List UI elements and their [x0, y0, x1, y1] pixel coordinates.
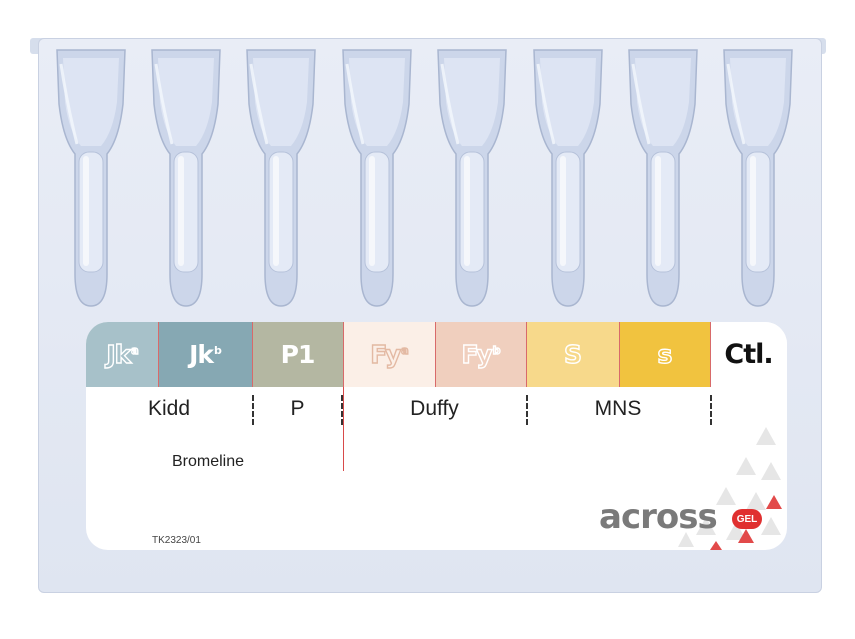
band-jkb-main: Jk	[189, 340, 214, 369]
group-divider	[252, 395, 254, 425]
band-jka-sup: a	[130, 343, 139, 357]
band-separator	[435, 322, 436, 387]
band-jka: Jk a	[86, 322, 158, 387]
band-fya-main: Fy	[370, 339, 402, 369]
triangle-pattern	[678, 427, 782, 550]
band-separator	[619, 322, 620, 387]
band-fyb-sup: b	[492, 343, 501, 357]
band-small-s: s	[619, 322, 710, 387]
band-small-s-main: s	[657, 339, 673, 369]
band-separator	[710, 322, 711, 387]
microtube	[437, 49, 507, 307]
product-code: TK2323/01	[152, 535, 201, 546]
gel-badge: GEL	[732, 509, 762, 529]
band-separator	[526, 322, 527, 387]
band-fya: Fy a	[343, 322, 435, 387]
group-duffy: Duffy	[410, 397, 459, 420]
band-p1-main: P1	[280, 340, 316, 369]
bromeline-divider	[343, 387, 344, 471]
card-label: Jk a Jk b P1 Fy a Fy b S s Ctl. Kidd P Duffy…	[86, 322, 787, 550]
group-divider	[341, 395, 343, 425]
band-jkb-sup: b	[214, 344, 222, 357]
microtube	[56, 49, 126, 307]
band-control-main: Ctl.	[724, 339, 773, 370]
group-divider	[710, 395, 712, 425]
microtube	[342, 49, 412, 307]
band-big-s: S	[526, 322, 619, 387]
band-separator	[252, 322, 253, 387]
microtube	[246, 49, 316, 307]
group-mns: MNS	[594, 397, 642, 420]
microtube	[628, 49, 698, 307]
band-fya-sup: a	[401, 343, 410, 357]
band-jkb: Jk b	[158, 322, 252, 387]
band-separator	[343, 322, 344, 387]
band-control: Ctl.	[710, 322, 787, 387]
microtube	[151, 49, 221, 307]
group-divider	[526, 395, 528, 425]
group-p: P	[290, 397, 305, 420]
microtube	[533, 49, 603, 307]
band-fyb: Fy b	[435, 322, 526, 387]
band-fyb-main: Fy	[461, 339, 493, 369]
band-p1: P1	[252, 322, 343, 387]
band-big-s-main: S	[563, 339, 582, 369]
across-logo: across	[599, 497, 718, 537]
microtube	[723, 49, 793, 307]
group-kidd: Kidd	[147, 397, 191, 420]
medium-label: Bromeline	[172, 453, 245, 470]
band-separator	[158, 322, 159, 387]
band-jka-main: Jk	[106, 339, 132, 369]
